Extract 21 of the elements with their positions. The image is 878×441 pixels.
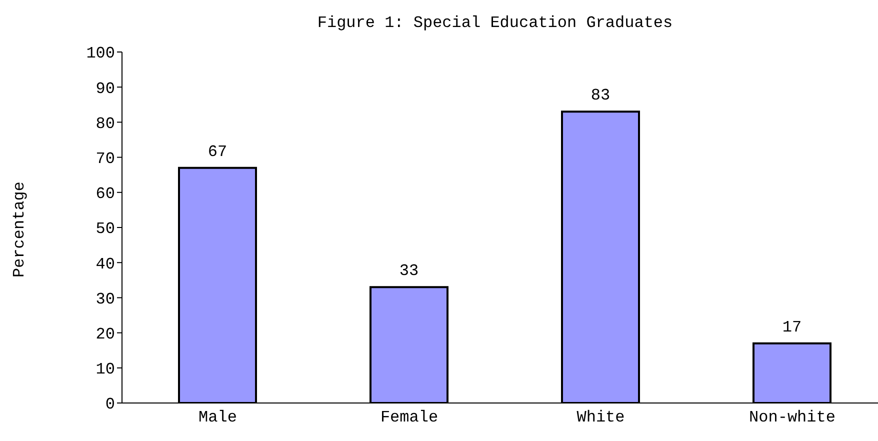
y-tick-label: 30 xyxy=(96,290,115,308)
data-label: 83 xyxy=(590,86,610,105)
chart-title: Figure 1: Special Education Graduates xyxy=(316,14,674,32)
y-tick-label: 60 xyxy=(96,185,115,204)
data-label: 17 xyxy=(782,318,802,336)
x-tick-label: White xyxy=(576,408,625,426)
y-axis-title: Percentage xyxy=(10,181,29,278)
data-label: 67 xyxy=(208,142,228,161)
x-tick-label: Non-white xyxy=(749,408,836,426)
data-label: 33 xyxy=(399,262,419,280)
y-tick-label: 100 xyxy=(86,44,115,63)
x-tick-label: Male xyxy=(198,408,237,426)
y-tick-label: 10 xyxy=(96,360,115,379)
y-tick-label: 80 xyxy=(96,114,115,133)
y-tick-label: 40 xyxy=(96,255,115,274)
y-tick-label: 50 xyxy=(96,220,115,238)
y-tick-label: 0 xyxy=(105,396,115,414)
y-tick-label: 70 xyxy=(96,150,115,168)
y-tick-label: 90 xyxy=(96,80,115,98)
x-tick-label: Female xyxy=(380,408,438,426)
y-tick-label: 20 xyxy=(96,325,115,344)
